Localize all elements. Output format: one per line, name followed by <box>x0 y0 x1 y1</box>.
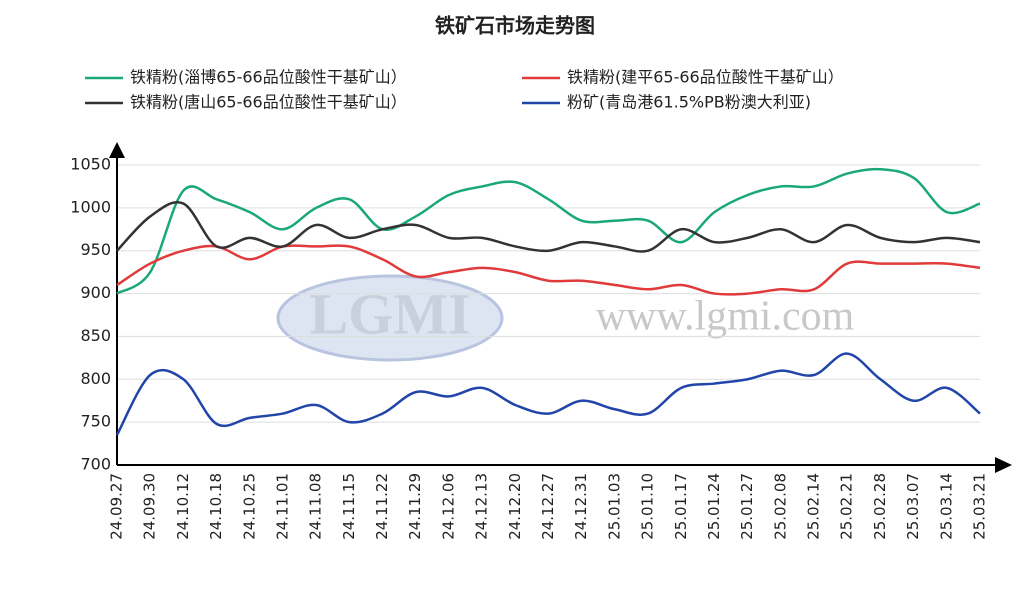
y-tick-label: 750 <box>80 412 111 431</box>
y-tick-label: 950 <box>80 240 111 259</box>
x-tick-label: 25.01.17 <box>672 473 690 540</box>
legend-label: 铁精粉(建平65-66品位酸性干基矿山） <box>567 68 844 87</box>
series-line <box>115 352 981 436</box>
y-tick-label: 800 <box>80 369 111 388</box>
y-tick-label: 1000 <box>70 197 111 216</box>
y-tick-label: 1050 <box>70 155 111 174</box>
x-tick-label: 24.12.27 <box>539 473 557 540</box>
x-tick-label: 24.12.06 <box>439 473 457 540</box>
series-line <box>116 201 981 253</box>
x-tick-label: 24.11.08 <box>307 473 325 540</box>
x-tick-label: 25.02.21 <box>838 473 856 540</box>
legend-label: 铁精粉(淄博65-66品位酸性干基矿山） <box>130 68 407 87</box>
x-tick-label: 24.11.15 <box>340 473 358 540</box>
x-tick-label: 25.02.14 <box>805 473 823 540</box>
x-tick-label: 24.12.13 <box>473 473 491 540</box>
x-tick-label: 25.03.07 <box>904 473 922 540</box>
x-axis-arrow <box>995 457 1012 473</box>
x-tick-label: 24.09.30 <box>141 473 159 540</box>
x-tick-label: 25.01.10 <box>639 473 657 540</box>
watermark-url: www.lgmi.com <box>596 294 855 340</box>
x-tick-label: 25.02.28 <box>871 473 889 540</box>
x-tick-label: 25.03.14 <box>937 473 955 540</box>
y-tick-label: 700 <box>80 455 111 474</box>
x-tick-label: 25.03.21 <box>971 473 989 540</box>
x-tick-label: 25.01.03 <box>605 473 623 540</box>
legend-label: 粉矿(青岛港61.5%PB粉澳大利亚) <box>567 93 811 112</box>
watermark: LGMI www.lgmi.com <box>276 274 855 362</box>
legend-label: 铁精粉(唐山65-66品位酸性干基矿山） <box>130 93 407 112</box>
y-tick-label: 850 <box>80 326 111 345</box>
x-tick-label: 25.01.27 <box>738 473 756 540</box>
watermark-logo <box>276 274 504 362</box>
watermark-logo-text: LGMI <box>309 281 470 346</box>
chart-title: 铁矿石市场走势图 <box>435 14 595 38</box>
x-tick-label: 24.09.27 <box>108 473 126 540</box>
y-axis-arrow <box>109 142 125 158</box>
x-tick-label: 24.11.01 <box>273 473 291 540</box>
x-tick-label: 25.01.24 <box>705 473 723 540</box>
series-line <box>116 167 981 295</box>
y-tick-label: 900 <box>80 283 111 302</box>
x-tick-label: 24.10.18 <box>207 473 225 540</box>
x-tick-label: 24.10.12 <box>174 473 192 540</box>
x-tick-label: 24.10.25 <box>240 473 258 540</box>
x-tick-label: 24.11.22 <box>373 473 391 540</box>
x-tick-label: 25.02.08 <box>771 473 789 540</box>
x-tick-label: 24.12.31 <box>572 473 590 540</box>
x-tick-label: 24.12.20 <box>506 473 524 540</box>
x-tick-label: 24.11.29 <box>406 473 424 540</box>
series-line <box>116 244 981 296</box>
